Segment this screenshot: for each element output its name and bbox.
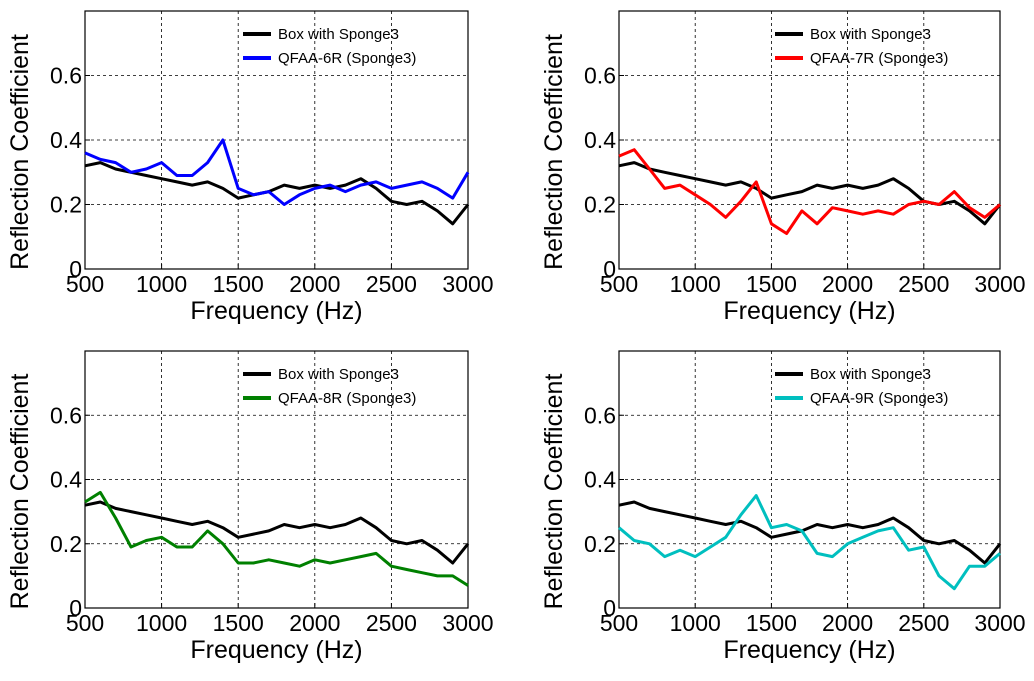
series-line-2 xyxy=(618,148,1001,235)
x-axis-label: Frequency (Hz) xyxy=(190,636,362,664)
series-line-1 xyxy=(618,161,1002,226)
x-tick-label: 2000 xyxy=(289,610,340,636)
x-tick-label: 2500 xyxy=(898,271,949,297)
x-tick-label: 500 xyxy=(66,610,104,636)
series-line-2 xyxy=(618,494,1001,591)
x-tick-label: 1500 xyxy=(746,271,797,297)
x-tick-label: 3000 xyxy=(442,610,493,636)
y-axis-label: Reflection Coefficient xyxy=(6,374,34,610)
legend-label-1: Box with Sponge3 xyxy=(810,26,931,43)
x-tick-label: 500 xyxy=(600,610,638,636)
x-tick-label: 1500 xyxy=(213,271,264,297)
y-axis-label: Reflection Coefficient xyxy=(540,34,568,270)
x-tick-label: 500 xyxy=(66,271,104,297)
y-tick-label: 0.2 xyxy=(50,531,82,557)
y-tick-label: 0 xyxy=(69,256,82,282)
x-axis-label: Frequency (Hz) xyxy=(723,636,895,664)
legend-label-1: Box with Sponge3 xyxy=(810,366,931,383)
chart-panel-3: 500 1000 1500 2000 2500 3000 0 0.2 0.4 0.6 Frequen… xyxy=(6,350,494,664)
y-axis-label: Reflection Coefficient xyxy=(540,374,568,610)
x-tick-label: 2500 xyxy=(898,610,949,636)
x-tick-label: 1000 xyxy=(670,610,721,636)
legend-label-1: Box with Sponge3 xyxy=(278,366,399,383)
x-tick-label: 1000 xyxy=(136,271,187,297)
legend-label-2: QFAA-9R (Sponge3) xyxy=(810,390,948,407)
series-line-1 xyxy=(618,500,1002,565)
y-tick-label: 0.6 xyxy=(584,63,616,89)
y-axis-label: Reflection Coefficient xyxy=(6,34,34,270)
y-tick-label: 0 xyxy=(603,595,616,621)
y-tick-label: 0.6 xyxy=(50,63,82,89)
y-tick-label: 0.4 xyxy=(584,127,616,153)
x-tick-label: 1000 xyxy=(136,610,187,636)
series-line-2 xyxy=(84,138,470,206)
x-tick-label: 1000 xyxy=(670,271,721,297)
x-tick-label: 2000 xyxy=(822,610,873,636)
y-tick-label: 0.4 xyxy=(584,467,616,493)
x-tick-label: 3000 xyxy=(442,271,493,297)
y-tick-label: 0.2 xyxy=(50,192,82,218)
y-tick-label: 0 xyxy=(69,595,82,621)
y-tick-label: 0.4 xyxy=(50,127,82,153)
x-tick-label: 1500 xyxy=(213,610,264,636)
legend-label-2: QFAA-6R (Sponge3) xyxy=(278,50,416,67)
series-line-2 xyxy=(84,490,469,587)
x-tick-label: 500 xyxy=(600,271,638,297)
x-tick-label: 2000 xyxy=(822,271,873,297)
y-tick-label: 0.6 xyxy=(584,402,616,428)
chart-panel-4: 500 1000 1500 2000 2500 3000 0 0.2 0.4 0.6 Frequen… xyxy=(540,350,1026,664)
x-tick-label: 2500 xyxy=(366,610,417,636)
x-axis-label: Frequency (Hz) xyxy=(723,297,895,325)
legend-label-2: QFAA-8R (Sponge3) xyxy=(278,390,416,407)
series-line-1 xyxy=(84,500,470,565)
chart-panel-1: 500 1000 1500 2000 2500 3000 0 0.2 0.4 0.6 Frequen… xyxy=(6,10,494,325)
x-axis-label: Frequency (Hz) xyxy=(190,297,362,325)
x-tick-label: 3000 xyxy=(974,610,1025,636)
x-tick-label: 2500 xyxy=(366,271,417,297)
y-tick-label: 0 xyxy=(603,256,616,282)
series-line-1 xyxy=(84,161,470,226)
chart-panel-2: 500 1000 1500 2000 2500 3000 0 0.2 0.4 0.6 Frequen… xyxy=(540,10,1026,325)
y-tick-label: 0.6 xyxy=(50,402,82,428)
y-tick-label: 0.2 xyxy=(584,531,616,557)
y-tick-label: 0.2 xyxy=(584,192,616,218)
x-tick-label: 2000 xyxy=(289,271,340,297)
y-tick-label: 0.4 xyxy=(50,467,82,493)
legend-label-2: QFAA-7R (Sponge3) xyxy=(810,50,948,67)
x-tick-label: 1500 xyxy=(746,610,797,636)
legend-label-1: Box with Sponge3 xyxy=(278,26,399,43)
x-tick-label: 3000 xyxy=(974,271,1025,297)
